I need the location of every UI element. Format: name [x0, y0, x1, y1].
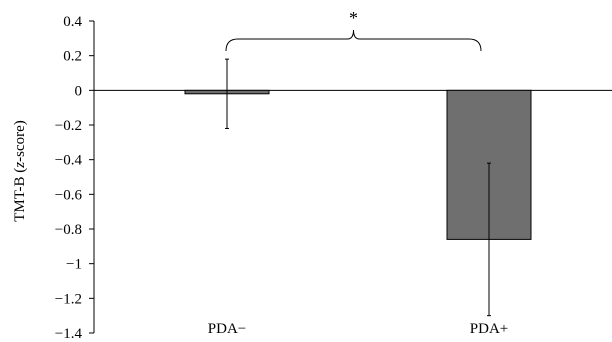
y-axis-title-prefix: TMT-B (: [12, 168, 28, 222]
y-tick-label: −0.2: [55, 118, 82, 134]
y-tick-label: −1: [66, 257, 82, 273]
y-axis-title-text: TMT-B (z-score): [12, 120, 28, 222]
y-tick-label: −0.8: [55, 222, 82, 238]
category-labels: PDA− PDA+: [208, 321, 508, 337]
y-tick-label: −1.2: [55, 291, 82, 307]
y-tick-label: −1.4: [55, 326, 83, 342]
y-tick-label: −0.6: [55, 187, 83, 203]
y-axis-title: TMT-B (z-score): [12, 120, 28, 222]
x-category-label: PDA+: [470, 321, 508, 337]
y-axis-ticks: 0.4 0.2 0 −0.2 −0.4 −0.6 −0.8 −1 −1.2 −1.4: [55, 14, 94, 342]
y-axis-title-suffix: -score): [12, 120, 28, 162]
significance-marker: *: [349, 8, 358, 28]
x-category-label: PDA−: [208, 321, 246, 337]
significance-bracket: [225, 29, 482, 52]
y-tick-label: 0.2: [63, 49, 82, 65]
y-tick-label: −0.4: [55, 153, 83, 169]
y-tick-label: 0: [75, 83, 83, 99]
significance-annotation: *: [225, 8, 482, 52]
plot-area: [93, 21, 612, 333]
y-tick-label: 0.4: [63, 14, 82, 30]
y-axis-title-italic: z: [12, 162, 28, 169]
